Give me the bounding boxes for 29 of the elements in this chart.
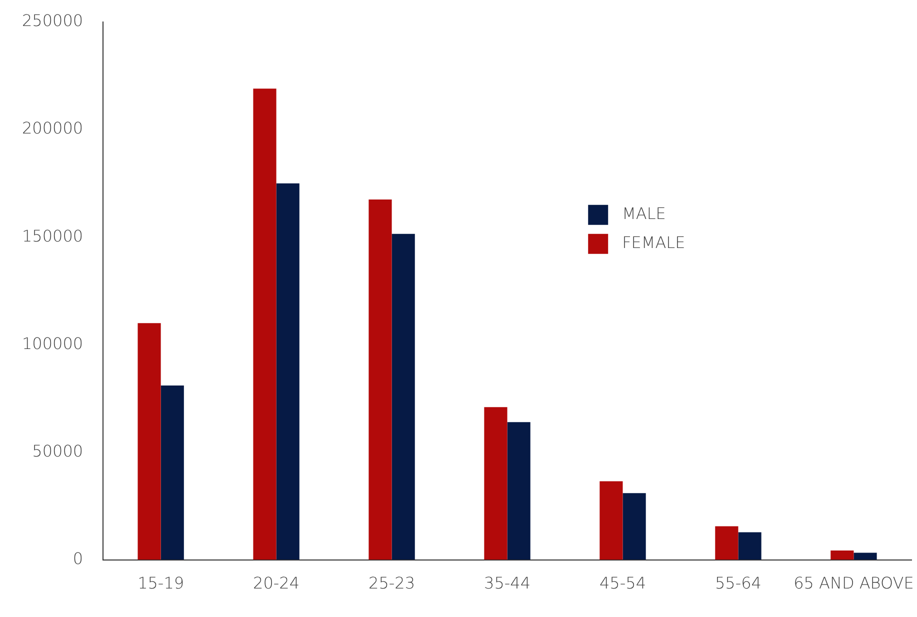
bar (622, 493, 646, 560)
bar (830, 550, 854, 560)
y-tick-label: 100000 (22, 334, 84, 353)
bar (368, 199, 392, 560)
x-tick-label: 15-19 (138, 574, 184, 593)
legend-label: MALE (622, 204, 666, 224)
bar (138, 323, 161, 560)
y-tick-label: 150000 (22, 226, 84, 246)
x-tick-label: 20-24 (253, 574, 300, 593)
y-tick-label: 0 (72, 548, 84, 568)
bar (276, 183, 300, 560)
bar (484, 407, 508, 560)
bar (715, 526, 738, 560)
legend-label: FEMALE (622, 233, 686, 252)
bar (600, 481, 623, 560)
bar (253, 88, 276, 560)
bar (392, 234, 415, 560)
bar (854, 552, 877, 560)
y-tick-label: 50000 (32, 441, 84, 460)
bar (738, 532, 762, 560)
x-tick-label: 35-44 (484, 574, 531, 593)
x-tick-label: 65 AND ABOVE (794, 574, 914, 593)
bar (160, 386, 184, 560)
x-tick-label: 45-54 (600, 574, 646, 593)
y-tick-label: 250000 (22, 11, 84, 30)
bar (507, 422, 530, 560)
x-tick-label: 25-23 (368, 574, 416, 593)
x-tick-label: 55-64 (714, 574, 762, 593)
y-tick-label: 200000 (22, 118, 84, 138)
